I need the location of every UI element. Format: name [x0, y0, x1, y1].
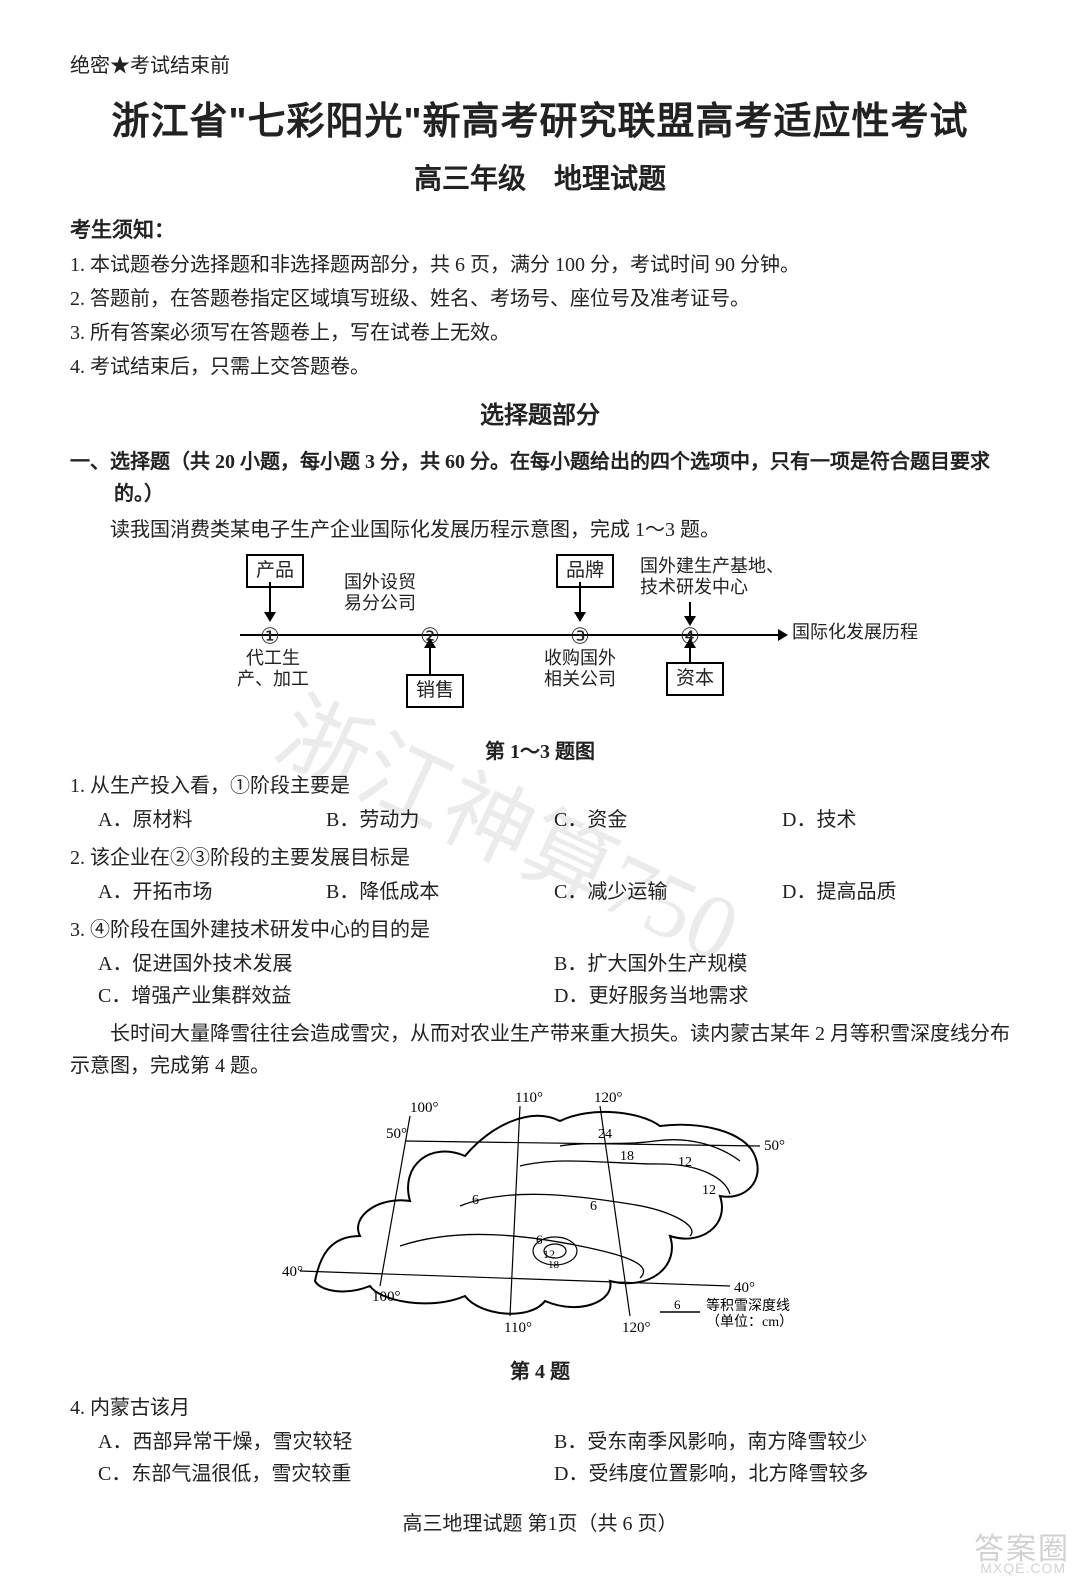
- label-acquire: 收购国外 相关公司: [530, 648, 630, 691]
- lon-100b: 100°: [410, 1100, 439, 1116]
- lon-110: 110°: [504, 1320, 532, 1336]
- val-i18: 18: [548, 1259, 560, 1271]
- lon-100: 100°: [372, 1289, 401, 1305]
- q4-option-c: C．东部气温很低，雪灾较重: [98, 1458, 554, 1490]
- q2-option-a: A．开拓市场: [98, 876, 326, 908]
- legend-sample: 6: [674, 1297, 681, 1312]
- q2-option-d: D．提高品质: [782, 876, 1010, 908]
- lat-50b: 50°: [764, 1138, 785, 1154]
- q4-options: A．西部异常干燥，雪灾较轻 B．受东南季风影响，南方降雪较少 C．东部气温很低，…: [98, 1426, 1010, 1490]
- q2-options: A．开拓市场 B．降低成本 C．减少运输 D．提高品质: [98, 876, 1010, 908]
- val-6b: 6: [590, 1199, 597, 1214]
- q4-option-a: A．西部异常干燥，雪灾较轻: [98, 1426, 554, 1458]
- label-oem: 代工生 产、加工: [228, 648, 318, 691]
- q1-options: A．原材料 B．劳动力 C．资金 D．技术: [98, 804, 1010, 836]
- notice-item: 3. 所有答案必须写在答题卷上，写在试卷上无效。: [70, 317, 1010, 349]
- section-instruction: 一、选择题（共 20 小题，每小题 3 分，共 60 分。在每小题给出的四个选项…: [70, 446, 1010, 510]
- page-footer: 高三地理试题 第1页（共 6 页）: [70, 1508, 1010, 1540]
- end-label: 国际化发展历程: [792, 622, 952, 644]
- figure-1-caption: 第 1～3 题图: [70, 736, 1010, 768]
- flow-diagram: 国际化发展历程 ① ② ③ ④ 产品 品牌 国外设贸 易分公司 国外建生产基地、…: [210, 554, 970, 734]
- val-6a: 6: [472, 1193, 479, 1208]
- confidential-line: 绝密★考试结束前: [70, 50, 1010, 82]
- label-branch: 国外设贸 易分公司: [320, 572, 440, 615]
- exam-main-title: 浙江省"七彩阳光"新高考研究联盟高考适应性考试: [70, 92, 1010, 153]
- val-6c: 6: [536, 1232, 543, 1247]
- notice-item: 2. 答题前，在答题卷指定区域填写班级、姓名、考场号、座位号及准考证号。: [70, 283, 1010, 315]
- section-title: 选择题部分: [70, 397, 1010, 435]
- watermark-url: MXQE.COM: [980, 1557, 1066, 1579]
- q4-stem: 4. 内蒙古该月: [70, 1392, 1010, 1424]
- val-18: 18: [620, 1149, 634, 1164]
- q3-option-d: D．更好服务当地需求: [554, 980, 1010, 1012]
- val-12a: 12: [678, 1155, 692, 1170]
- lon-110b: 110°: [515, 1090, 543, 1106]
- intro-text-1: 读我国消费类某电子生产企业国际化发展历程示意图，完成 1～3 题。: [70, 514, 1010, 546]
- figure-4-caption: 第 4 题: [510, 1356, 570, 1388]
- val-24: 24: [598, 1127, 612, 1142]
- notice-item: 4. 考试结束后，只需上交答题卷。: [70, 351, 1010, 383]
- q3-option-b: B．扩大国外生产规模: [554, 948, 1010, 980]
- box-capital: 资本: [666, 662, 724, 696]
- q4-option-b: B．受东南季风影响，南方降雪较少: [554, 1426, 1010, 1458]
- q3-stem: 3. ④阶段在国外建技术研发中心的目的是: [70, 914, 1010, 946]
- notice-block: 考生须知： 1. 本试题卷分选择题和非选择题两部分，共 6 页，满分 100 分…: [70, 214, 1010, 384]
- notice-item: 1. 本试题卷分选择题和非选择题两部分，共 6 页，满分 100 分，考试时间 …: [70, 249, 1010, 281]
- box-sales: 销售: [406, 674, 464, 708]
- q2-option-b: B．降低成本: [326, 876, 554, 908]
- lat-40: 40°: [282, 1264, 303, 1280]
- q3-option-c: C．增强产业集群效益: [98, 980, 554, 1012]
- lon-120b: 120°: [594, 1090, 623, 1106]
- map-figure: 100° 100° 110° 110° 120° 120° 40° 40° 50…: [70, 1086, 1010, 1388]
- q4-option-d: D．受纬度位置影响，北方降雪较多: [554, 1458, 1010, 1490]
- q2-stem: 2. 该企业在②③阶段的主要发展目标是: [70, 842, 1010, 874]
- q1-option-a: A．原材料: [98, 804, 326, 836]
- q1-option-c: C．资金: [554, 804, 782, 836]
- box-brand: 品牌: [556, 554, 614, 588]
- label-base-rd: 国外建生产基地、 技术研发中心: [640, 556, 820, 599]
- q1-option-b: B．劳动力: [326, 804, 554, 836]
- lon-120: 120°: [622, 1320, 651, 1336]
- notice-head: 考生须知：: [70, 214, 1010, 248]
- exam-subtitle: 高三年级 地理试题: [70, 157, 1010, 202]
- val-12b: 12: [702, 1183, 716, 1198]
- map-svg: 100° 100° 110° 110° 120° 120° 40° 40° 50…: [260, 1086, 820, 1346]
- lat-40b: 40°: [734, 1280, 755, 1296]
- legend-text: 等积雪深度线 （单位：cm）: [706, 1297, 801, 1330]
- q3-option-a: A．促进国外技术发展: [98, 948, 554, 980]
- intro-text-2: 长时间大量降雪往往会造成雪灾，从而对农业生产带来重大损失。读内蒙古某年 2 月等…: [70, 1018, 1010, 1082]
- q3-options: A．促进国外技术发展 B．扩大国外生产规模 C．增强产业集群效益 D．更好服务当…: [98, 948, 1010, 1012]
- box-product: 产品: [246, 554, 304, 588]
- q2-option-c: C．减少运输: [554, 876, 782, 908]
- q1-option-d: D．技术: [782, 804, 1010, 836]
- q1-stem: 1. 从生产投入看，①阶段主要是: [70, 770, 1010, 802]
- lat-50: 50°: [386, 1126, 407, 1142]
